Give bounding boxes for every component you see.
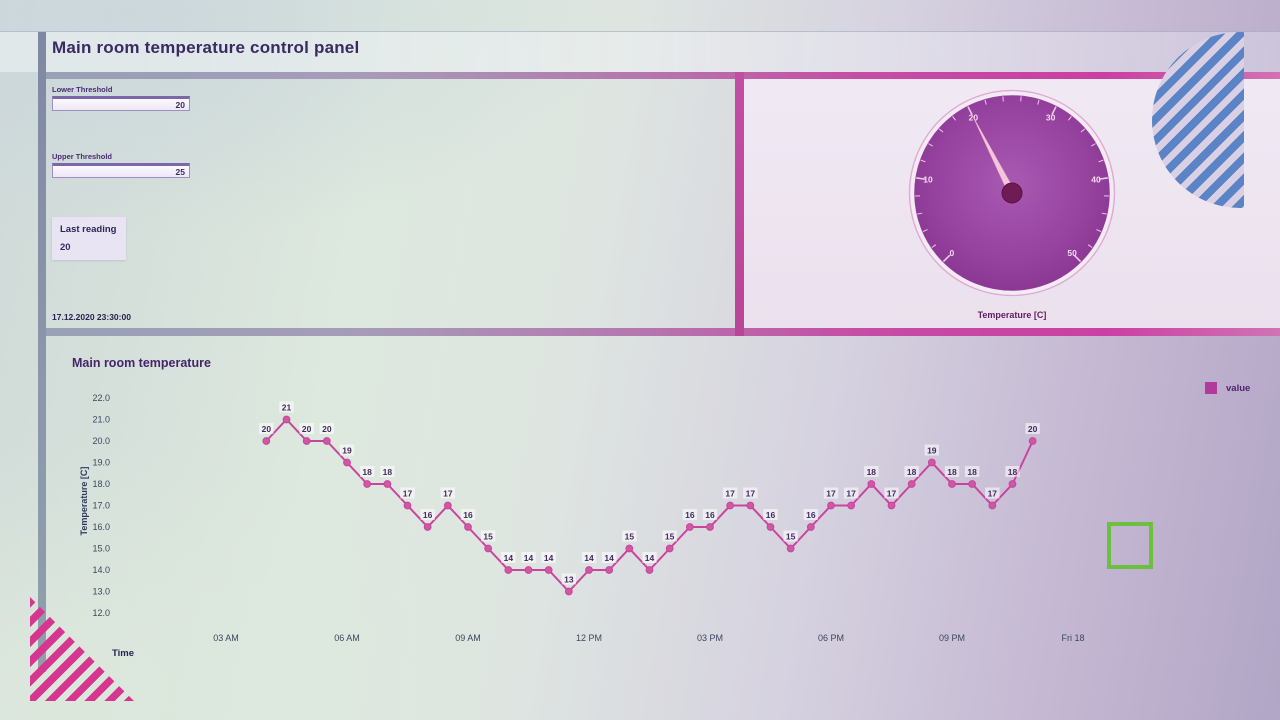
svg-text:12 PM: 12 PM	[576, 633, 602, 643]
svg-text:21: 21	[282, 403, 292, 413]
svg-text:03 AM: 03 AM	[213, 633, 239, 643]
last-reading-value: 20	[60, 242, 71, 253]
temperature-line-chart: 22.0 21.0 20.0 19.0 18.0 17.0 16.0 15.0 14.0 13.0…	[92, 393, 1084, 643]
svg-text:20: 20	[302, 424, 312, 434]
svg-text:17: 17	[403, 489, 413, 499]
svg-text:15: 15	[665, 532, 675, 542]
svg-text:18: 18	[867, 467, 877, 477]
svg-text:06 PM: 06 PM	[818, 633, 844, 643]
svg-text:21.0: 21.0	[92, 415, 110, 425]
svg-text:16: 16	[685, 510, 695, 520]
svg-text:0: 0	[950, 248, 955, 258]
temperature-gauge: 01020304050	[908, 89, 1116, 297]
svg-text:17: 17	[443, 489, 453, 499]
svg-text:17.0: 17.0	[92, 501, 110, 511]
svg-text:18: 18	[947, 467, 957, 477]
svg-text:13: 13	[564, 575, 574, 585]
svg-text:20: 20	[1028, 424, 1038, 434]
x-axis-title: Time	[112, 648, 135, 659]
svg-text:16: 16	[766, 510, 776, 520]
svg-text:Fri 18: Fri 18	[1061, 633, 1084, 643]
svg-text:17: 17	[887, 489, 897, 499]
chart-title: Main room temperature	[72, 356, 211, 370]
svg-text:18: 18	[907, 467, 917, 477]
svg-text:16: 16	[806, 510, 816, 520]
panel-divider-bar	[735, 72, 744, 336]
svg-text:03 PM: 03 PM	[697, 633, 723, 643]
lower-threshold-input[interactable]	[52, 96, 190, 111]
svg-text:19: 19	[342, 446, 352, 456]
svg-text:09 AM: 09 AM	[455, 633, 481, 643]
page-title: Main room temperature control panel	[52, 38, 360, 57]
svg-text:14.0: 14.0	[92, 565, 110, 575]
chart-legend: value	[1205, 382, 1250, 394]
svg-text:17: 17	[725, 489, 735, 499]
svg-text:20: 20	[262, 424, 272, 434]
svg-text:19.0: 19.0	[92, 458, 110, 468]
svg-text:19: 19	[927, 446, 937, 456]
svg-text:17: 17	[988, 489, 998, 499]
svg-text:20.0: 20.0	[92, 436, 110, 446]
legend-label: value	[1226, 382, 1251, 394]
svg-text:40: 40	[1091, 175, 1101, 185]
svg-text:22.0: 22.0	[92, 393, 110, 403]
green-square-outline	[1107, 522, 1153, 569]
last-reading-box	[52, 217, 126, 260]
svg-text:50: 50	[1067, 248, 1077, 258]
svg-text:14: 14	[604, 553, 614, 563]
svg-text:18: 18	[362, 467, 372, 477]
last-reading-label: Last reading	[60, 224, 117, 235]
top-divider-bar	[46, 72, 1280, 79]
svg-text:18: 18	[967, 467, 977, 477]
svg-text:15: 15	[786, 532, 796, 542]
upper-threshold-label: Upper Threshold	[52, 152, 113, 161]
gauge-caption: Temperature [C]	[977, 310, 1047, 320]
title-band	[0, 31, 1280, 72]
svg-text:17: 17	[846, 489, 856, 499]
left-accent-bar	[38, 32, 46, 672]
svg-text:16: 16	[423, 510, 433, 520]
svg-text:17: 17	[826, 489, 836, 499]
svg-text:18.0: 18.0	[92, 479, 110, 489]
legend-swatch	[1205, 382, 1217, 394]
svg-text:17: 17	[746, 489, 756, 499]
svg-text:14: 14	[584, 553, 594, 563]
svg-text:09 PM: 09 PM	[939, 633, 965, 643]
svg-text:20: 20	[322, 424, 332, 434]
svg-text:13.0: 13.0	[92, 587, 110, 597]
svg-text:18: 18	[1008, 467, 1018, 477]
svg-text:10: 10	[923, 175, 933, 185]
svg-text:18: 18	[383, 467, 393, 477]
lower-threshold-label: Lower Threshold	[52, 85, 113, 94]
upper-threshold-input[interactable]	[52, 163, 190, 178]
svg-text:14: 14	[524, 553, 534, 563]
svg-text:14: 14	[504, 553, 514, 563]
svg-text:12.0: 12.0	[92, 608, 110, 618]
svg-text:15: 15	[483, 532, 493, 542]
striped-circle-decoration	[1152, 32, 1244, 208]
svg-text:14: 14	[645, 553, 655, 563]
svg-text:16.0: 16.0	[92, 522, 110, 532]
middle-divider-bar	[46, 328, 1280, 336]
svg-text:14: 14	[544, 553, 554, 563]
svg-text:16: 16	[705, 510, 715, 520]
striped-circle-fill	[1152, 32, 1244, 208]
svg-text:15.0: 15.0	[92, 544, 110, 554]
svg-text:16: 16	[463, 510, 473, 520]
timestamp: 17.12.2020 23:30:00	[52, 312, 131, 322]
svg-text:06 AM: 06 AM	[334, 633, 360, 643]
svg-text:15: 15	[625, 532, 635, 542]
svg-text:30: 30	[1046, 112, 1056, 122]
